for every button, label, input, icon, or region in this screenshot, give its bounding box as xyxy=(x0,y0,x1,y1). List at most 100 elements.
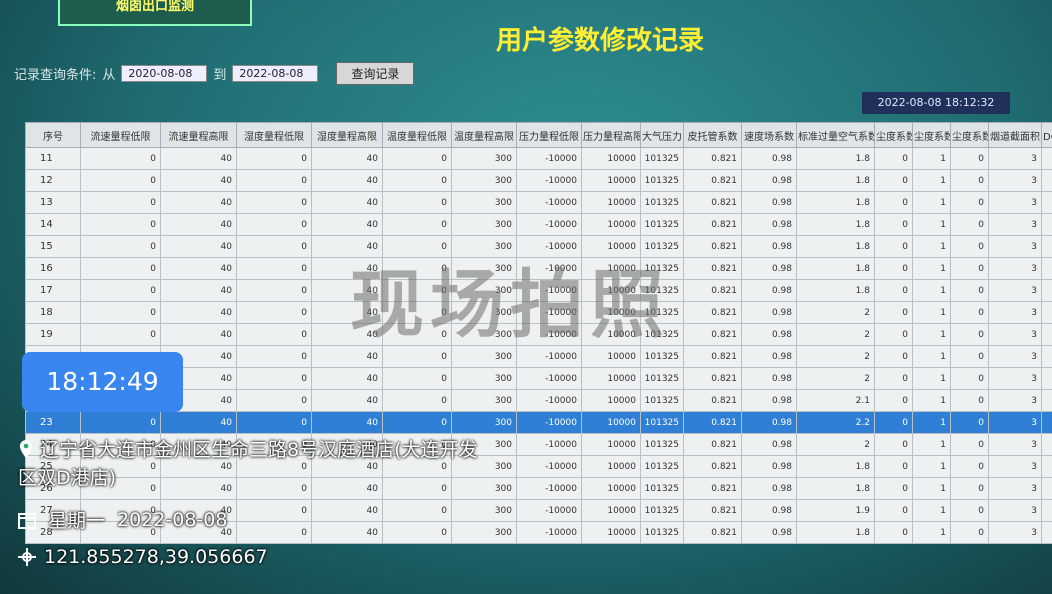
table-cell: 40 xyxy=(160,257,237,280)
table-cell: 0 xyxy=(874,433,913,456)
table-cell: 1.8 xyxy=(796,455,875,478)
table-cell: 0 xyxy=(382,499,452,522)
table-cell: -10000 xyxy=(516,477,582,500)
table-cell: 1 xyxy=(912,279,951,302)
table-cell: 101325 xyxy=(640,147,684,170)
table-cell: 40 xyxy=(160,411,237,434)
table-row: 28 0 40 0 40 0 300 -10000 10000 101325 0.821 0.98 1.… xyxy=(25,521,1052,544)
photo-time: 18:12:49 xyxy=(22,352,183,412)
table-cell: 1 xyxy=(1041,433,1052,456)
table-cell: 0 xyxy=(236,389,312,412)
table-cell: 0 xyxy=(80,147,161,170)
table-cell: 0 xyxy=(236,257,312,280)
table-row[interactable]: 23 0 40 0 40 0 300 -10000 10000 101325 0.821 0.98 2.… xyxy=(25,411,1052,434)
query-button[interactable]: 查询记录 xyxy=(336,62,415,85)
table-cell: 0.98 xyxy=(741,345,797,368)
table-cell: 1 xyxy=(912,301,951,324)
table-cell: 0.98 xyxy=(741,411,797,434)
table-cell: 0 xyxy=(80,235,161,258)
table-cell: 40 xyxy=(160,279,237,302)
table-cell: 3 xyxy=(988,191,1042,214)
table-cell: 3 xyxy=(988,169,1042,192)
table-cell: 40 xyxy=(311,411,383,434)
table-cell: 0 xyxy=(382,367,452,390)
table-cell: 0 xyxy=(950,521,989,544)
table-cell: 0 xyxy=(236,279,312,302)
to-label: 到 xyxy=(213,68,227,83)
table-row: 11 0 40 0 40 0 300 -10000 10000 101325 0.821 0.98 1.… xyxy=(25,147,1052,170)
table-cell: 0 xyxy=(874,455,913,478)
table-cell: 10000 xyxy=(581,477,641,500)
table-cell: 10000 xyxy=(581,389,641,412)
column-header: 流速量程低限 xyxy=(80,122,161,148)
table-cell: 101325 xyxy=(640,213,684,236)
table-cell: 0.821 xyxy=(683,499,742,522)
table-cell: 3 xyxy=(988,279,1042,302)
table-cell: 40 xyxy=(311,169,383,192)
table-cell: 10000 xyxy=(581,411,641,434)
nav-button[interactable]: 烟囱出口监测 xyxy=(58,0,252,26)
table-cell: 0.98 xyxy=(741,257,797,280)
table-cell: 0 xyxy=(382,389,452,412)
query-bar: 记录查询条件: 从 2020-08-08 到 2022-08-08 查询记录 xyxy=(14,62,415,85)
table-cell: 18 xyxy=(25,301,81,324)
table-cell: 0.98 xyxy=(741,521,797,544)
table-cell: 3 xyxy=(988,455,1042,478)
table-cell: 0 xyxy=(950,345,989,368)
table-cell: 300 xyxy=(451,389,517,412)
query-label: 记录查询条件: xyxy=(14,68,97,83)
table-cell: 0 xyxy=(80,213,161,236)
table-cell: 0 xyxy=(80,169,161,192)
table-cell: 1 xyxy=(912,411,951,434)
table-cell: 1.8 xyxy=(796,169,875,192)
table-cell: 40 xyxy=(160,235,237,258)
table-cell: 1.9 xyxy=(796,499,875,522)
table-cell: 101325 xyxy=(640,169,684,192)
table-cell: -10000 xyxy=(516,213,582,236)
table-cell: 101325 xyxy=(640,455,684,478)
table-cell: 0 xyxy=(874,213,913,236)
table-cell: 40 xyxy=(311,367,383,390)
table-cell: 0 xyxy=(382,521,452,544)
table-cell: 0 xyxy=(236,323,312,346)
table-cell: 1 xyxy=(1041,411,1052,434)
table-cell: 40 xyxy=(311,499,383,522)
column-header: 大气压力 xyxy=(640,122,684,148)
table-cell: 19 xyxy=(25,323,81,346)
table-cell: 0.98 xyxy=(741,147,797,170)
table-cell: 2.2 xyxy=(796,411,875,434)
table-cell: 0 xyxy=(874,279,913,302)
table-cell: 1 xyxy=(912,455,951,478)
weekday: 星期一 xyxy=(48,510,106,532)
table-cell: 1.8 xyxy=(796,257,875,280)
table-cell: 0 xyxy=(874,147,913,170)
table-cell: 0.98 xyxy=(741,213,797,236)
table-cell: 0.98 xyxy=(741,433,797,456)
to-date[interactable]: 2022-08-08 xyxy=(232,65,319,82)
table-cell: 15 xyxy=(25,235,81,258)
coordinates: 121.855278,39.056667 xyxy=(44,546,268,568)
column-header: 温度量程高限 xyxy=(451,122,517,148)
table-cell: 0 xyxy=(382,191,452,214)
table-cell: 0.98 xyxy=(741,191,797,214)
table-cell: 1.8 xyxy=(796,235,875,258)
table-cell: 0 xyxy=(874,389,913,412)
table-cell: 3 xyxy=(988,499,1042,522)
from-date[interactable]: 2020-08-08 xyxy=(121,65,208,82)
table-cell: 1 xyxy=(912,477,951,500)
table-cell: -10000 xyxy=(516,499,582,522)
table-cell: -10000 xyxy=(516,169,582,192)
table-cell: 1 xyxy=(1041,257,1052,280)
table-cell: 3 xyxy=(988,367,1042,390)
table-cell: 1 xyxy=(1041,279,1052,302)
table-cell: 0.98 xyxy=(741,477,797,500)
table-cell: 0 xyxy=(382,411,452,434)
table-cell: 1 xyxy=(912,213,951,236)
table-row: 17 0 40 0 40 0 300 -10000 10000 101325 0.821 0.98 1.… xyxy=(25,279,1052,302)
table-cell: 3 xyxy=(988,257,1042,280)
table-cell: 0 xyxy=(874,499,913,522)
table-cell: 101325 xyxy=(640,477,684,500)
table-cell: 1 xyxy=(1041,389,1052,412)
table-cell: 0.821 xyxy=(683,477,742,500)
table-cell: 300 xyxy=(451,499,517,522)
